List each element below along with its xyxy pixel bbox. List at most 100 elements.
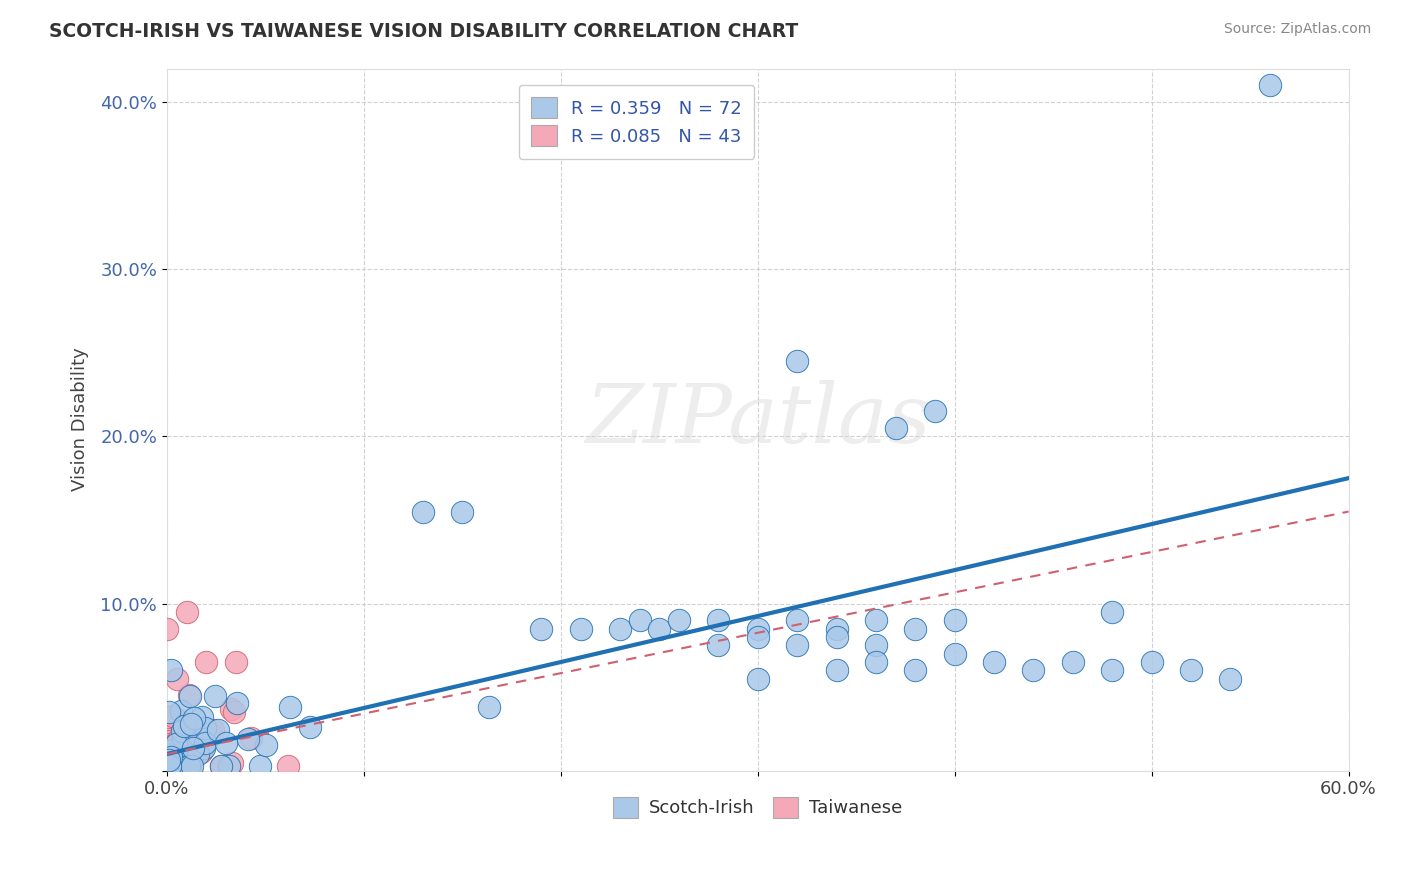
Point [160, 663, 183, 677]
Point [865, 638, 887, 652]
Point [219, 702, 242, 716]
Point [159, 753, 181, 767]
Point [904, 664, 927, 678]
Point [451, 504, 474, 518]
Point [162, 755, 184, 769]
Point [174, 758, 197, 772]
Point [165, 737, 187, 751]
Point [298, 720, 321, 734]
Point [187, 729, 209, 743]
Point [943, 613, 966, 627]
Point [162, 758, 184, 772]
Point [924, 404, 946, 418]
Point [179, 742, 201, 756]
Point [236, 731, 259, 746]
Point [1140, 655, 1163, 669]
Point [181, 740, 204, 755]
Point [183, 747, 205, 761]
Point [166, 672, 188, 686]
Point [159, 734, 181, 748]
Point [173, 758, 195, 772]
Point [191, 743, 214, 757]
Point [225, 655, 247, 669]
Point [169, 738, 191, 752]
Point [167, 751, 190, 765]
Point [207, 723, 229, 737]
Point [179, 689, 201, 703]
Point [167, 751, 190, 765]
Point [183, 710, 205, 724]
Point [194, 736, 217, 750]
Y-axis label: Vision Disability: Vision Disability [72, 348, 89, 491]
Point [825, 622, 848, 636]
Point [159, 758, 181, 772]
Point [209, 758, 232, 772]
Point [707, 613, 730, 627]
Point [707, 638, 730, 652]
Point [214, 736, 236, 750]
Point [222, 705, 245, 719]
Point [170, 724, 193, 739]
Point [179, 758, 201, 772]
Point [786, 638, 808, 652]
Point [166, 758, 188, 772]
Point [183, 750, 205, 764]
Point [156, 622, 179, 636]
Point [865, 613, 887, 627]
Point [181, 758, 204, 772]
Point [179, 758, 201, 772]
Point [173, 719, 195, 733]
Point [179, 731, 201, 746]
Point [1101, 664, 1123, 678]
Point [180, 716, 202, 731]
Point [157, 757, 180, 772]
Point [218, 758, 240, 772]
Point [609, 622, 631, 636]
Point [162, 738, 184, 752]
Text: Source: ZipAtlas.com: Source: ZipAtlas.com [1223, 22, 1371, 37]
Point [156, 710, 179, 724]
Point [865, 655, 887, 669]
Point [201, 727, 224, 741]
Point [159, 758, 181, 772]
Point [943, 647, 966, 661]
Point [163, 758, 186, 772]
Point [157, 753, 180, 767]
Point [254, 738, 277, 752]
Point [1022, 664, 1045, 678]
Point [174, 758, 197, 772]
Point [167, 758, 190, 772]
Point [747, 622, 769, 636]
Point [825, 630, 848, 644]
Point [187, 747, 209, 761]
Point [170, 704, 193, 718]
Point [162, 758, 184, 772]
Point [195, 655, 218, 669]
Point [412, 504, 434, 518]
Point [181, 750, 204, 764]
Point [194, 721, 217, 735]
Point [747, 672, 769, 686]
Point [1258, 78, 1281, 93]
Point [786, 354, 808, 368]
Point [278, 699, 301, 714]
Point [628, 613, 651, 627]
Point [226, 697, 249, 711]
Point [249, 758, 271, 772]
Point [209, 758, 232, 772]
Point [1101, 605, 1123, 619]
Point [169, 714, 191, 728]
Point [157, 705, 180, 719]
Point [159, 737, 181, 751]
Point [190, 745, 212, 759]
Point [159, 744, 181, 758]
Point [276, 758, 298, 772]
Point [1062, 655, 1084, 669]
Point [1219, 672, 1241, 686]
Point [202, 723, 225, 737]
Point [166, 745, 188, 759]
Point [183, 721, 205, 735]
Point [825, 664, 848, 678]
Point [191, 710, 214, 724]
Point [176, 605, 198, 619]
